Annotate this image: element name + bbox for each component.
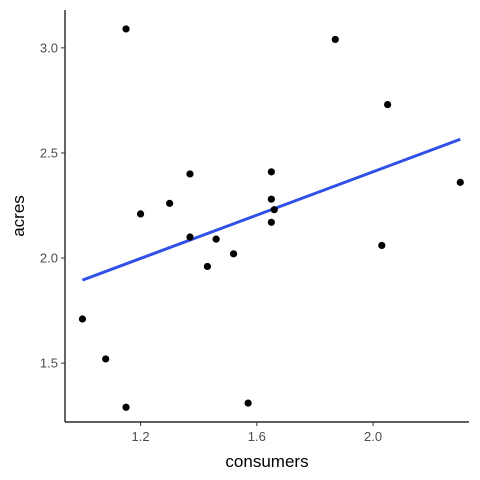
data-point-11 xyxy=(229,250,238,258)
data-point-4 xyxy=(122,403,130,411)
data-point-3 xyxy=(122,25,130,33)
data-point-13 xyxy=(267,168,275,176)
x-tick-label-2: 1.6 xyxy=(248,429,266,444)
data-point-8 xyxy=(186,233,194,241)
y-tick-label-2: 2.0 xyxy=(40,251,58,266)
data-point-14 xyxy=(267,195,275,203)
x-tick-label-3: 2.0 xyxy=(364,429,382,444)
y-tick-label-1: 1.5 xyxy=(40,356,58,371)
data-point-16 xyxy=(270,206,278,214)
data-point-12 xyxy=(244,399,252,407)
data-point-2 xyxy=(102,355,110,363)
y-tick-label-3: 2.5 xyxy=(40,145,58,160)
x-tick-label-1: 1.2 xyxy=(132,429,150,444)
data-point-18 xyxy=(378,241,386,250)
data-point-9 xyxy=(203,262,212,271)
plot-marks xyxy=(78,25,464,411)
data-point-20 xyxy=(456,178,464,186)
data-point-1 xyxy=(78,315,87,323)
data-point-5 xyxy=(136,210,145,218)
x-axis-title: consumers xyxy=(225,452,308,471)
y-tick-label-4: 3.0 xyxy=(40,40,58,55)
data-point-15 xyxy=(267,218,275,226)
y-axis-title: acres xyxy=(9,195,28,237)
data-point-17 xyxy=(331,35,339,44)
axes: 1.2 1.6 2.0 1.5 2.0 2.5 3.0 xyxy=(40,10,469,444)
data-point-10 xyxy=(212,235,220,243)
data-point-7 xyxy=(186,170,194,178)
data-point-6 xyxy=(166,199,174,207)
data-point-19 xyxy=(384,100,392,109)
